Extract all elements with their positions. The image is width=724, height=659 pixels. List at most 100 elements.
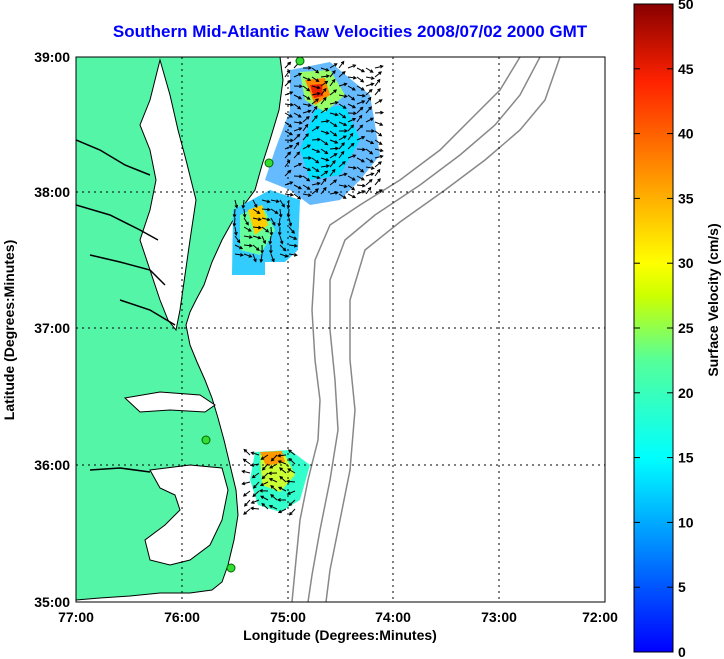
velocity-vector xyxy=(347,103,357,109)
velocity-vector xyxy=(347,85,356,91)
velocity-vector xyxy=(279,467,287,474)
albemarle-sound xyxy=(123,391,216,413)
velocity-vector xyxy=(311,188,320,195)
velocity-vector xyxy=(338,112,347,119)
velocity-vector xyxy=(374,121,384,126)
y-axis-label: Latitude (Degrees:Minutes) xyxy=(1,240,17,420)
velocity-vector xyxy=(259,481,269,487)
velocity-vector xyxy=(293,133,301,141)
station-marker xyxy=(201,435,211,445)
velocity-vector xyxy=(347,193,357,199)
velocity-vector xyxy=(302,66,313,70)
velocity-vector xyxy=(356,190,366,195)
velocity-vector xyxy=(338,60,345,69)
velocity-vector xyxy=(329,153,338,159)
x-tick-label: 76:00 xyxy=(164,609,200,625)
pamlico-sound xyxy=(144,464,229,566)
velocity-vector xyxy=(347,75,357,80)
velocity-vector xyxy=(320,177,327,186)
velocity-vector xyxy=(232,208,237,219)
velocity-vector xyxy=(302,76,312,82)
velocity-vector xyxy=(287,468,296,474)
station-marker xyxy=(226,563,236,573)
velocity-vector xyxy=(288,243,298,248)
velocity-vector xyxy=(293,162,303,168)
velocity-vector xyxy=(261,502,269,510)
velocity-vector xyxy=(347,132,354,141)
velocity-vector xyxy=(329,168,336,177)
velocity-vector xyxy=(277,226,282,237)
velocity-vector xyxy=(329,159,336,168)
velocity-vector xyxy=(311,166,320,172)
velocity-vector xyxy=(356,166,365,173)
velocity-vector xyxy=(288,508,296,516)
velocity-vector xyxy=(365,82,375,87)
velocity-vector xyxy=(338,70,346,78)
velocity-vector xyxy=(243,235,253,239)
velocity-vector xyxy=(338,94,348,98)
colorbar-tick-label: 5 xyxy=(678,579,686,595)
velocity-vector xyxy=(252,253,257,263)
velocity-vector xyxy=(284,69,291,78)
bathymetry-contour xyxy=(325,57,561,602)
velocity-vector xyxy=(293,174,304,179)
velocity-vector xyxy=(277,508,287,514)
velocity-vector xyxy=(356,157,365,163)
river xyxy=(76,204,159,241)
velocity-vector xyxy=(302,109,312,114)
velocity-vector xyxy=(284,144,294,150)
velocity-vector xyxy=(288,457,296,465)
velocity-vector xyxy=(374,161,382,168)
velocity-field-south xyxy=(250,450,310,512)
velocity-vector xyxy=(320,130,330,135)
velocity-vector xyxy=(302,175,311,182)
x-axis: 77:00 76:00 75:00 74:00 73:00 72:00 Long… xyxy=(58,609,618,643)
velocity-vector xyxy=(243,217,249,226)
velocity-vector xyxy=(338,129,349,133)
x-tick-label: 75:00 xyxy=(270,609,306,625)
velocity-vectors xyxy=(232,60,385,516)
velocity-vector xyxy=(320,148,329,155)
velocity-vector xyxy=(320,107,329,114)
velocity-vector xyxy=(311,105,318,114)
velocity-vector xyxy=(288,226,295,234)
velocity-vector xyxy=(356,93,366,98)
velocity-vector xyxy=(374,110,385,115)
velocity-vector xyxy=(234,235,241,244)
velocity-vector xyxy=(374,139,383,145)
velocity-vector xyxy=(329,100,339,105)
velocity-vector xyxy=(279,235,284,245)
velocity-vector xyxy=(234,226,238,236)
velocity-vector xyxy=(320,164,330,168)
velocity-vector xyxy=(347,142,355,150)
velocity-vector xyxy=(320,139,329,146)
velocity-vector xyxy=(365,96,372,105)
velocity-vector xyxy=(243,508,251,515)
velocity-vector xyxy=(356,76,365,83)
velocity-vector xyxy=(293,141,300,150)
velocity-vector xyxy=(365,106,372,114)
colorbar-tick-label: 35 xyxy=(678,190,694,206)
velocity-vector xyxy=(284,138,295,143)
velocity-vector xyxy=(260,244,265,255)
velocity-vector xyxy=(347,117,357,123)
velocity-vector xyxy=(302,193,312,197)
velocity-vector xyxy=(293,193,302,200)
velocity-vector xyxy=(293,84,304,89)
velocity-vector xyxy=(279,199,285,208)
velocity-vector xyxy=(259,253,264,263)
velocity-vector xyxy=(302,85,311,92)
velocity-vector xyxy=(250,506,260,511)
velocity-vector xyxy=(365,166,375,170)
velocity-vector xyxy=(293,120,303,125)
velocity-vector xyxy=(356,147,367,152)
velocity-vector xyxy=(347,111,358,116)
y-tick-label: 35:00 xyxy=(34,594,70,610)
velocity-vector xyxy=(338,82,348,87)
velocity-vector xyxy=(252,199,258,208)
y-tick-label: 38:00 xyxy=(34,184,70,200)
colorbar-tick-label: 40 xyxy=(678,126,694,142)
velocity-vector xyxy=(251,472,260,479)
velocity-vector xyxy=(293,103,302,110)
